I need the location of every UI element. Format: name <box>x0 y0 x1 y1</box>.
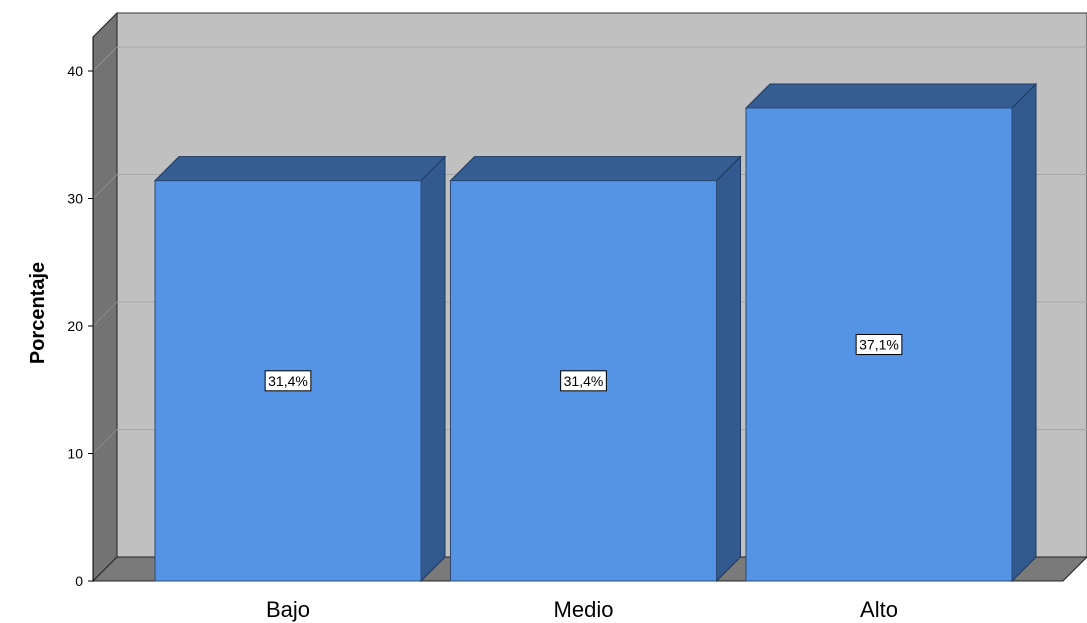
left-wall <box>92 11 118 583</box>
bar-top <box>153 156 447 182</box>
x-axis: Bajo Medio Alto <box>266 597 898 622</box>
bar-bajo: 31,4% <box>153 155 447 583</box>
y-tick-label: 10 <box>67 446 83 462</box>
y-tick-label: 20 <box>67 318 83 334</box>
data-label: 31,4% <box>264 370 312 392</box>
bar-side <box>716 155 741 583</box>
y-tick-label: 30 <box>67 191 83 207</box>
data-label-text: 37,1% <box>859 336 899 352</box>
y-axis: 0 10 20 30 40 <box>67 37 94 589</box>
bar-medio: 31,4% <box>449 155 742 583</box>
y-tick-label: 0 <box>75 573 83 589</box>
bar-side <box>420 155 446 583</box>
bars: 31,4% 31,4% 37,1% <box>153 82 1038 583</box>
data-label: 31,4% <box>560 370 607 392</box>
data-label-box <box>264 370 312 392</box>
y-tick-label: 40 <box>67 63 83 79</box>
data-label-box <box>855 333 903 355</box>
data-label-text: 31,4% <box>268 373 308 389</box>
data-label: 37,1% <box>855 333 903 355</box>
data-label-box <box>560 370 607 392</box>
bar-top <box>744 83 1038 109</box>
data-label-text: 31,4% <box>564 373 604 389</box>
y-axis-title: Porcentaje <box>27 262 49 364</box>
bar-side <box>1011 82 1037 583</box>
x-tick-label: Alto <box>860 597 898 622</box>
gridline-side <box>92 301 118 327</box>
bar-alto: 37,1% <box>744 82 1038 583</box>
x-tick-label: Medio <box>554 597 614 622</box>
bar-top <box>449 156 742 182</box>
gridline-side <box>92 46 118 72</box>
x-tick-label: Bajo <box>266 597 310 622</box>
gridline-side <box>92 174 118 199</box>
gridline-side <box>92 429 118 454</box>
